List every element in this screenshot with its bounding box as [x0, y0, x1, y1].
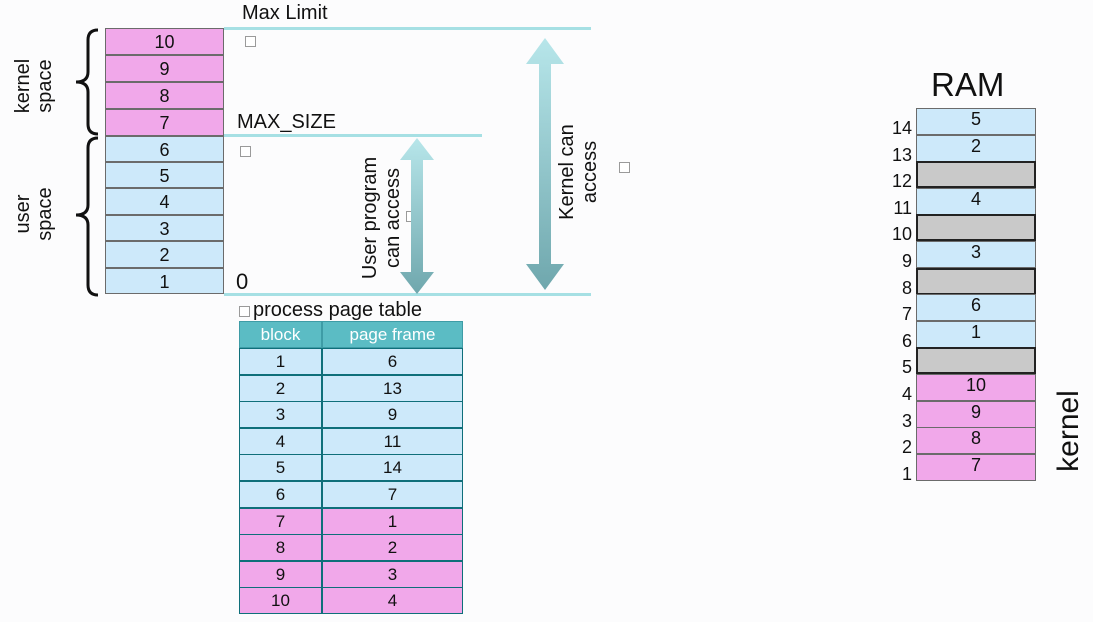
max-limit-line — [224, 27, 591, 30]
pt-header-block: block — [239, 321, 322, 348]
max-size-line — [224, 134, 482, 137]
ram-frame-number: 5 — [901, 357, 912, 377]
pt-frame-cell: 14 — [322, 454, 463, 481]
ram-frame: 7 — [916, 454, 1036, 481]
placeholder-box — [619, 162, 630, 173]
ram-frame: 8 — [916, 427, 1036, 454]
pt-block-cell: 7 — [239, 508, 322, 535]
ram-title: RAM — [931, 66, 1005, 103]
placeholder-box — [239, 306, 250, 317]
ram-frame-number: 10 — [891, 224, 912, 244]
ram-frame: 6 — [916, 294, 1036, 321]
ram-frame-number: 1 — [901, 464, 912, 484]
pt-block-cell: 3 — [239, 401, 322, 428]
ram-frame-number: 11 — [893, 198, 912, 218]
pt-block-cell: 6 — [239, 481, 322, 508]
max-size-label: MAX_SIZE — [237, 111, 336, 133]
ram-frame-number: 2 — [901, 437, 912, 457]
kernel-access-arrow — [526, 38, 564, 290]
ram-frame-number: 7 — [901, 304, 912, 324]
ram-frame: 9 — [916, 401, 1036, 428]
pt-block-cell: 10 — [239, 587, 322, 614]
address-block: 3 — [105, 215, 224, 241]
ram-frame-number: 8 — [901, 278, 912, 298]
max-limit-label: Max Limit — [242, 2, 328, 24]
brace-svg — [75, 28, 99, 297]
zero-line — [224, 293, 591, 296]
ram-frame — [916, 161, 1036, 188]
ram-frame: 10 — [916, 374, 1036, 401]
address-block: 4 — [105, 188, 224, 215]
address-block: 10 — [105, 28, 224, 55]
pt-frame-cell: 11 — [322, 428, 463, 455]
ram-frame-number: 3 — [901, 411, 912, 431]
placeholder-box — [245, 36, 256, 47]
ram-frame: 3 — [916, 241, 1036, 268]
pt-block-cell: 5 — [239, 454, 322, 481]
pt-block-cell: 8 — [239, 534, 322, 561]
pt-frame-cell: 13 — [322, 375, 463, 402]
ram-frame-number: 13 — [891, 145, 912, 165]
address-block: 7 — [105, 109, 224, 136]
pt-frame-cell: 2 — [322, 534, 463, 561]
ram-frame: 4 — [916, 188, 1036, 215]
pt-block-cell: 9 — [239, 561, 322, 588]
arrows-svg — [400, 38, 564, 294]
pt-frame-cell: 1 — [322, 508, 463, 535]
user-access-label: User program can access — [359, 156, 404, 280]
user-brace — [75, 136, 99, 297]
address-block: 1 — [105, 268, 224, 294]
address-block: 9 — [105, 55, 224, 82]
address-block: 2 — [105, 241, 224, 268]
kernel-label: kernel — [1052, 390, 1085, 472]
pt-frame-cell: 4 — [322, 587, 463, 614]
user-access-arrow — [400, 138, 434, 294]
kernel-access-label: Kernel can access — [556, 124, 601, 220]
ram-frame — [916, 268, 1036, 295]
pt-frame-cell: 6 — [322, 348, 463, 375]
pt-block-cell: 4 — [239, 428, 322, 455]
page-table-caption: process page table — [253, 299, 423, 321]
pt-block-cell: 2 — [239, 375, 322, 402]
address-block: 5 — [105, 162, 224, 188]
pt-frame-cell: 3 — [322, 561, 463, 588]
ram-frame-number: 6 — [901, 331, 912, 351]
pt-frame-cell: 7 — [322, 481, 463, 508]
kernel-brace — [75, 28, 99, 136]
pt-block-cell: 1 — [239, 348, 322, 375]
ram-frame-number: 14 — [891, 118, 912, 138]
ram-frame — [916, 214, 1036, 241]
pt-header-frame: page frame — [322, 321, 463, 348]
ram-frame — [916, 347, 1036, 374]
ram-frame-number: 12 — [891, 171, 912, 191]
user-space-label: user space — [12, 187, 56, 241]
ram-frame-number: 4 — [901, 384, 912, 404]
ram-frame-number: 9 — [901, 251, 912, 271]
ram-frame: 2 — [916, 135, 1036, 162]
ram-frame: 5 — [916, 108, 1036, 135]
address-block: 8 — [105, 82, 224, 109]
address-block: 6 — [105, 136, 224, 162]
pt-frame-cell: 9 — [322, 401, 463, 428]
kernel-space-label: kernel space — [12, 58, 56, 114]
zero-label: 0 — [236, 269, 249, 294]
placeholder-box — [240, 146, 251, 157]
ram-frame: 1 — [916, 321, 1036, 348]
